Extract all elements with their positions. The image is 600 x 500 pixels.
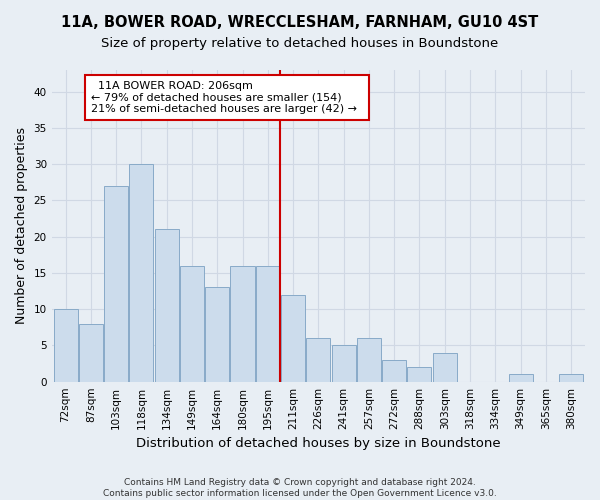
Bar [130, 164, 154, 382]
Bar [382, 360, 406, 382]
Bar [357, 338, 381, 382]
X-axis label: Distribution of detached houses by size in Boundstone: Distribution of detached houses by size … [136, 437, 500, 450]
Bar [307, 338, 331, 382]
Bar [155, 230, 179, 382]
Text: 11A, BOWER ROAD, WRECCLESHAM, FARNHAM, GU10 4ST: 11A, BOWER ROAD, WRECCLESHAM, FARNHAM, G… [61, 15, 539, 30]
Bar [79, 324, 103, 382]
Bar [332, 346, 356, 382]
Bar [433, 352, 457, 382]
Bar [53, 309, 77, 382]
Bar [256, 266, 280, 382]
Y-axis label: Number of detached properties: Number of detached properties [15, 128, 28, 324]
Text: 11A BOWER ROAD: 206sqm
← 79% of detached houses are smaller (154)
21% of semi-de: 11A BOWER ROAD: 206sqm ← 79% of detached… [91, 81, 364, 114]
Text: Size of property relative to detached houses in Boundstone: Size of property relative to detached ho… [101, 38, 499, 51]
Bar [509, 374, 533, 382]
Bar [281, 294, 305, 382]
Bar [104, 186, 128, 382]
Bar [180, 266, 204, 382]
Bar [407, 367, 431, 382]
Text: Contains HM Land Registry data © Crown copyright and database right 2024.
Contai: Contains HM Land Registry data © Crown c… [103, 478, 497, 498]
Bar [559, 374, 583, 382]
Bar [230, 266, 254, 382]
Bar [205, 288, 229, 382]
